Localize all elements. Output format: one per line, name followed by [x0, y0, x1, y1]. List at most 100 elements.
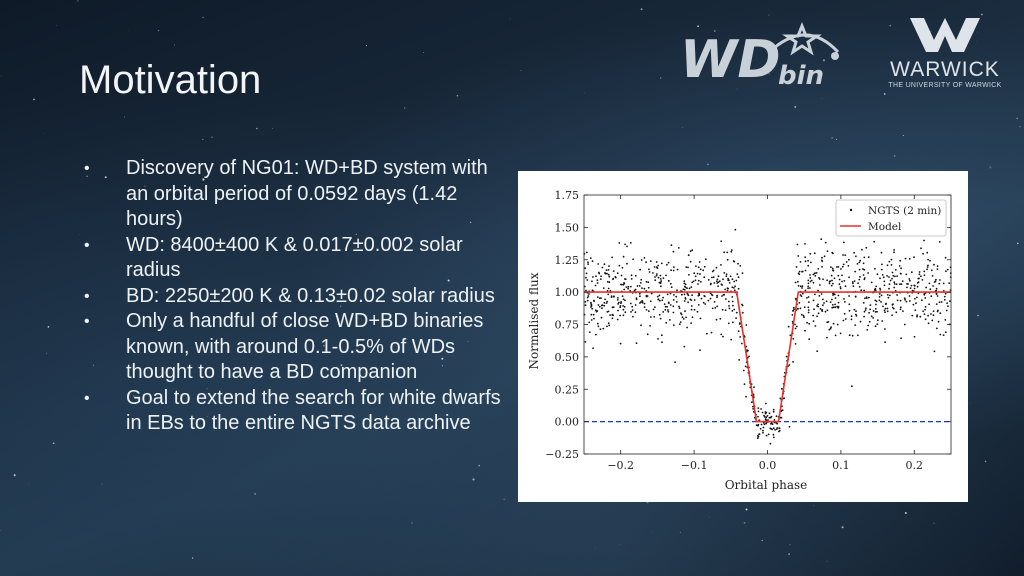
data-point	[857, 282, 859, 285]
bullet-text: Goal to extend the search for white dwar…	[126, 386, 501, 435]
data-point	[836, 305, 839, 308]
data-point	[826, 309, 829, 312]
data-point	[792, 361, 794, 363]
data-point	[724, 309, 727, 311]
data-point	[788, 364, 791, 366]
data-point	[662, 277, 665, 279]
data-point	[944, 292, 947, 295]
data-point	[724, 288, 726, 291]
data-point	[757, 407, 760, 409]
data-point	[720, 264, 722, 266]
data-point	[688, 274, 690, 276]
bullet-text: BD: 2250±200 K & 0.13±0.02 solar radius	[126, 284, 495, 307]
data-point	[863, 278, 866, 281]
data-point	[949, 300, 951, 302]
x-axis-label: Orbital phase	[725, 478, 808, 492]
data-point	[867, 272, 869, 274]
data-point	[640, 259, 643, 261]
data-point	[751, 401, 753, 404]
data-point	[813, 252, 816, 255]
data-point	[597, 325, 600, 328]
data-point	[820, 293, 823, 295]
data-point	[697, 304, 700, 306]
star	[86, 175, 88, 178]
data-point	[851, 385, 853, 388]
data-point	[620, 301, 623, 303]
data-point	[881, 263, 883, 266]
data-point	[855, 255, 857, 258]
data-point	[837, 266, 840, 268]
data-point	[624, 278, 626, 280]
data-point	[875, 300, 878, 303]
data-point	[690, 308, 693, 311]
data-point	[915, 302, 917, 305]
data-point	[928, 303, 930, 306]
star	[56, 25, 57, 26]
data-point	[874, 287, 877, 290]
data-point	[616, 318, 619, 321]
data-point	[854, 296, 857, 298]
data-point	[588, 293, 590, 295]
star	[211, 136, 213, 139]
data-point	[880, 294, 883, 297]
data-point	[807, 282, 810, 285]
data-point	[832, 306, 835, 309]
star	[977, 32, 978, 33]
data-point	[792, 310, 795, 312]
data-point	[872, 310, 875, 312]
data-point	[603, 302, 606, 304]
data-point	[865, 296, 868, 299]
data-point	[880, 301, 882, 303]
data-point	[864, 309, 867, 311]
data-point	[597, 263, 600, 265]
star	[202, 138, 204, 140]
star	[619, 544, 620, 546]
data-point	[850, 318, 853, 321]
data-point	[730, 250, 733, 253]
star	[841, 526, 844, 529]
data-point	[930, 295, 933, 298]
data-point	[792, 306, 795, 309]
data-point	[718, 280, 721, 282]
data-point	[601, 266, 604, 269]
data-point	[692, 280, 695, 283]
data-point	[944, 319, 947, 321]
data-point	[591, 280, 593, 283]
data-point	[627, 285, 630, 288]
data-point	[778, 427, 780, 429]
data-point	[685, 266, 688, 268]
data-point	[758, 433, 760, 436]
data-point	[822, 278, 824, 281]
data-point	[878, 296, 881, 298]
data-point	[757, 415, 759, 418]
data-point	[684, 298, 687, 300]
data-point	[736, 273, 739, 275]
data-point	[779, 416, 782, 419]
data-point	[681, 316, 684, 319]
data-point	[891, 303, 894, 306]
data-point	[831, 279, 833, 282]
data-point	[798, 270, 801, 273]
data-point	[929, 288, 932, 291]
x-tick-label: −0.1	[681, 459, 708, 472]
data-point	[874, 308, 877, 310]
data-point	[715, 318, 718, 321]
data-point	[817, 312, 820, 315]
data-point	[860, 289, 863, 292]
warwick-subtitle: THE UNIVERSITY OF WARWICK	[888, 82, 1002, 89]
data-point	[585, 272, 588, 275]
data-point	[832, 269, 834, 272]
data-point	[826, 336, 828, 339]
data-point	[700, 280, 702, 283]
data-point	[684, 286, 687, 289]
star	[132, 395, 135, 398]
data-point	[763, 423, 766, 426]
bullet-dot: •	[84, 313, 90, 330]
data-point	[831, 306, 834, 309]
data-point	[768, 412, 771, 415]
star	[340, 364, 343, 367]
star	[81, 62, 83, 63]
data-point	[772, 433, 775, 436]
data-point	[694, 279, 697, 282]
data-point	[772, 410, 775, 413]
